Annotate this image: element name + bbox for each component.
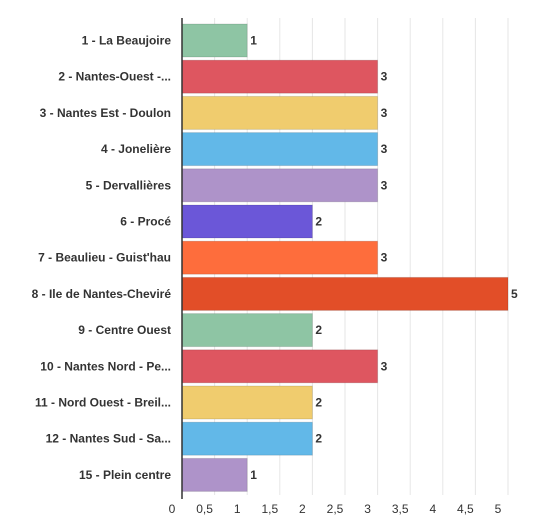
x-tick-label: 3,5 — [392, 502, 409, 516]
x-tick-label: 3 — [364, 502, 371, 516]
bar — [181, 204, 313, 239]
bar — [181, 59, 379, 94]
data-label: 2 — [315, 323, 322, 337]
bar — [181, 240, 379, 275]
data-label: 2 — [315, 396, 322, 410]
data-label: 3 — [381, 106, 388, 120]
category-label: 5 - Dervallières — [86, 178, 172, 192]
bar — [181, 385, 313, 420]
x-tick-label: 1,5 — [261, 502, 278, 516]
bars — [181, 23, 509, 492]
category-label: 2 - Nantes-Ouest -... — [58, 70, 171, 84]
x-tick-label: 5 — [495, 502, 502, 516]
bar — [181, 132, 379, 167]
category-label: 3 - Nantes Est - Doulon — [40, 106, 171, 120]
data-label: 1 — [250, 34, 257, 48]
category-label: 4 - Jonelière — [101, 142, 171, 156]
data-label: 3 — [381, 178, 388, 192]
x-tick-label: 4,5 — [457, 502, 474, 516]
bar — [181, 95, 379, 130]
x-tick-label: 2 — [299, 502, 306, 516]
data-label: 3 — [381, 142, 388, 156]
category-label: 6 - Procé — [120, 215, 171, 229]
category-label: 10 - Nantes Nord - Pe... — [40, 359, 171, 373]
x-tick-label: 0,5 — [196, 502, 213, 516]
bar — [181, 457, 248, 492]
data-label: 2 — [315, 432, 322, 446]
x-tick-label: 1 — [234, 502, 241, 516]
bar — [181, 23, 248, 58]
x-tick-labels: 0 0,5 1 1,5 2 2,5 3 3,5 4 4,5 5 — [169, 502, 502, 516]
data-label: 5 — [511, 287, 518, 301]
category-labels: 1 - La Beaujoire 2 - Nantes-Ouest -... 3 -… — [32, 34, 172, 482]
bar — [181, 313, 313, 348]
category-label: 12 - Nantes Sud - Sa... — [46, 432, 171, 446]
bar — [181, 349, 379, 384]
category-label: 8 - Ile de Nantes-Cheviré — [32, 287, 172, 301]
data-label: 3 — [381, 359, 388, 373]
category-label: 1 - La Beaujoire — [82, 34, 172, 48]
category-label: 9 - Centre Ouest — [78, 323, 171, 337]
x-tick-label: 0 — [169, 502, 176, 516]
bar — [181, 168, 379, 203]
data-label: 3 — [381, 251, 388, 265]
x-tick-label: 4 — [429, 502, 436, 516]
data-label: 1 — [250, 468, 257, 482]
x-tick-label: 2,5 — [327, 502, 344, 516]
bar — [181, 276, 509, 311]
data-labels: 1 3 3 3 3 2 3 5 2 3 2 2 1 — [250, 34, 518, 482]
category-label: 15 - Plein centre — [79, 468, 171, 482]
bar — [181, 421, 313, 456]
category-label: 11 - Nord Ouest - Breil... — [35, 396, 171, 410]
data-label: 2 — [315, 215, 322, 229]
category-label: 7 - Beaulieu - Guist'hau — [38, 251, 171, 265]
data-label: 3 — [381, 70, 388, 84]
